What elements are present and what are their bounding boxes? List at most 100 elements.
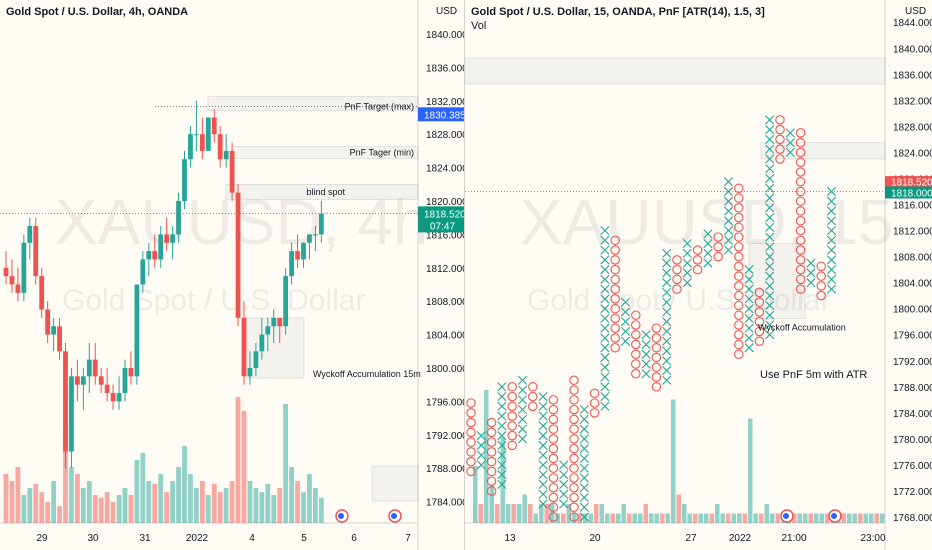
right-pnf-x-mark: [806, 268, 816, 278]
left-volume-bar: [98, 497, 104, 523]
right-pnf-o-mark: [692, 245, 703, 255]
right-pnf-o-mark: [610, 235, 620, 246]
right-pnf-o-mark: [466, 447, 476, 457]
left-candle-body: [134, 284, 140, 377]
right-pnf-x-mark: [765, 281, 775, 291]
right-pnf-x-mark: [744, 304, 754, 314]
right-x-tick-label: 2022: [729, 533, 752, 544]
right-pnf-o-mark: [569, 453, 579, 464]
left-chart-pane[interactable]: USD 1840.000 1836.000 1832.000 1828.000 1824.…: [0, 0, 464, 550]
right-volume-bar: [539, 504, 544, 523]
left-candle-body: [265, 326, 271, 335]
right-volume-bar: [577, 513, 582, 523]
left-volume-bar: [69, 467, 74, 523]
right-y-tick-label: 1812.000: [893, 227, 932, 238]
right-y-tick-label: 1840.000: [893, 44, 932, 55]
left-candle-body: [75, 376, 80, 385]
right-resistance-zone: [465, 57, 886, 85]
left-pnf-target-min-label: PnF Tager (min): [350, 148, 414, 158]
right-pnf-x-mark: [538, 470, 548, 480]
right-pnf-x-mark: [579, 404, 589, 415]
left-chart-canvas[interactable]: USD 1840.000 1836.000 1832.000 1828.000 1824.…: [0, 0, 464, 550]
right-pnf-o-mark: [795, 245, 806, 255]
right-volume-bar: [770, 513, 775, 523]
left-candle-body: [259, 334, 265, 352]
left-volume-bar: [271, 495, 277, 523]
left-volume-bar: [313, 488, 318, 523]
right-pnf-o-mark: [610, 313, 620, 324]
right-pnf-o-mark: [507, 401, 517, 412]
right-x-tick-label: 13: [504, 533, 516, 544]
right-pnf-o-mark: [610, 323, 620, 333]
right-volume-bar: [495, 504, 500, 523]
right-pnf-x-mark: [662, 278, 672, 288]
right-pnf-o-mark: [651, 372, 662, 382]
left-volume-bar: [152, 483, 158, 523]
right-pnf-x-mark: [662, 297, 672, 307]
right-volume-bar: [825, 513, 830, 523]
right-pnf-x-mark: [765, 144, 775, 154]
left-volume-bar: [104, 492, 110, 523]
right-pnf-o-mark: [816, 290, 826, 301]
right-pnf-o-mark: [816, 281, 826, 291]
right-pnf-x-mark: [826, 216, 837, 226]
right-pnf-o-mark: [734, 212, 744, 223]
right-pnf-x-mark: [765, 125, 775, 135]
right-volume-bar: [665, 513, 670, 523]
right-pnf-o-mark: [795, 225, 806, 236]
left-volume-bar: [277, 488, 283, 523]
right-pnf-o-mark: [569, 473, 579, 483]
left-volume-bar: [110, 502, 116, 523]
right-pnf-o-mark: [507, 411, 517, 421]
left-candle-body: [253, 351, 259, 368]
right-volume-bar: [522, 494, 527, 523]
right-pnf-o-mark: [734, 251, 744, 262]
right-pnf-x-mark: [600, 343, 610, 353]
right-pnf-x-mark: [600, 323, 610, 333]
right-price-tag-green: [885, 186, 932, 199]
right-pnf-x-mark: [744, 294, 754, 304]
right-pnf-o-mark: [610, 342, 620, 353]
right-pnf-x-mark: [600, 274, 610, 284]
right-pnf-x-mark: [703, 258, 713, 268]
right-pnf-o-mark: [651, 333, 662, 343]
right-pnf-x-mark: [723, 225, 734, 236]
left-volume-bar: [188, 474, 193, 523]
left-volume-bar: [140, 453, 146, 523]
right-event-flag-icon: [831, 513, 837, 519]
right-pnf-o-mark: [466, 456, 476, 467]
left-volume-bar: [86, 481, 92, 523]
left-volume-bar: [146, 481, 152, 523]
left-candle-body: [247, 368, 253, 377]
left-candle-body: [199, 134, 205, 151]
right-y-tick-label: 1828.000: [893, 122, 932, 133]
left-y-tick-label: 1820.000: [426, 197, 464, 208]
right-pnf-o-mark: [692, 264, 703, 275]
right-pnf-o-mark: [486, 466, 497, 477]
left-candle-body: [39, 276, 45, 310]
right-volume-bar: [792, 513, 797, 523]
pane-divider[interactable]: [464, 0, 465, 550]
right-volume-bar: [544, 504, 549, 523]
right-pnf-o-mark: [548, 512, 559, 522]
right-y-tick-label: 1776.000: [893, 461, 932, 472]
right-volume-bar: [599, 504, 604, 523]
left-candle-body: [271, 317, 277, 327]
right-volume-bar: [748, 418, 753, 523]
left-candle-body: [318, 213, 324, 235]
right-pnf-o-mark: [528, 391, 538, 402]
left-pnf-target-max-box: [207, 96, 419, 112]
right-pnf-o-mark: [569, 502, 579, 512]
right-pnf-x-mark: [579, 434, 589, 444]
right-pnf-o-mark: [466, 437, 476, 447]
right-pnf-x-mark: [662, 336, 672, 346]
right-pnf-x-mark: [765, 242, 775, 252]
right-pnf-x-mark: [765, 320, 775, 330]
right-pnf-x-mark: [703, 248, 713, 258]
left-candle-body: [63, 351, 68, 452]
right-pnf-x-mark: [559, 499, 569, 509]
right-pnf-o-mark: [631, 369, 641, 379]
left-event-flag-icon: [338, 513, 344, 519]
right-chart-pane[interactable]: USD 1844.000 1840.000 1836.000 1832.000 1828.…: [465, 0, 932, 550]
